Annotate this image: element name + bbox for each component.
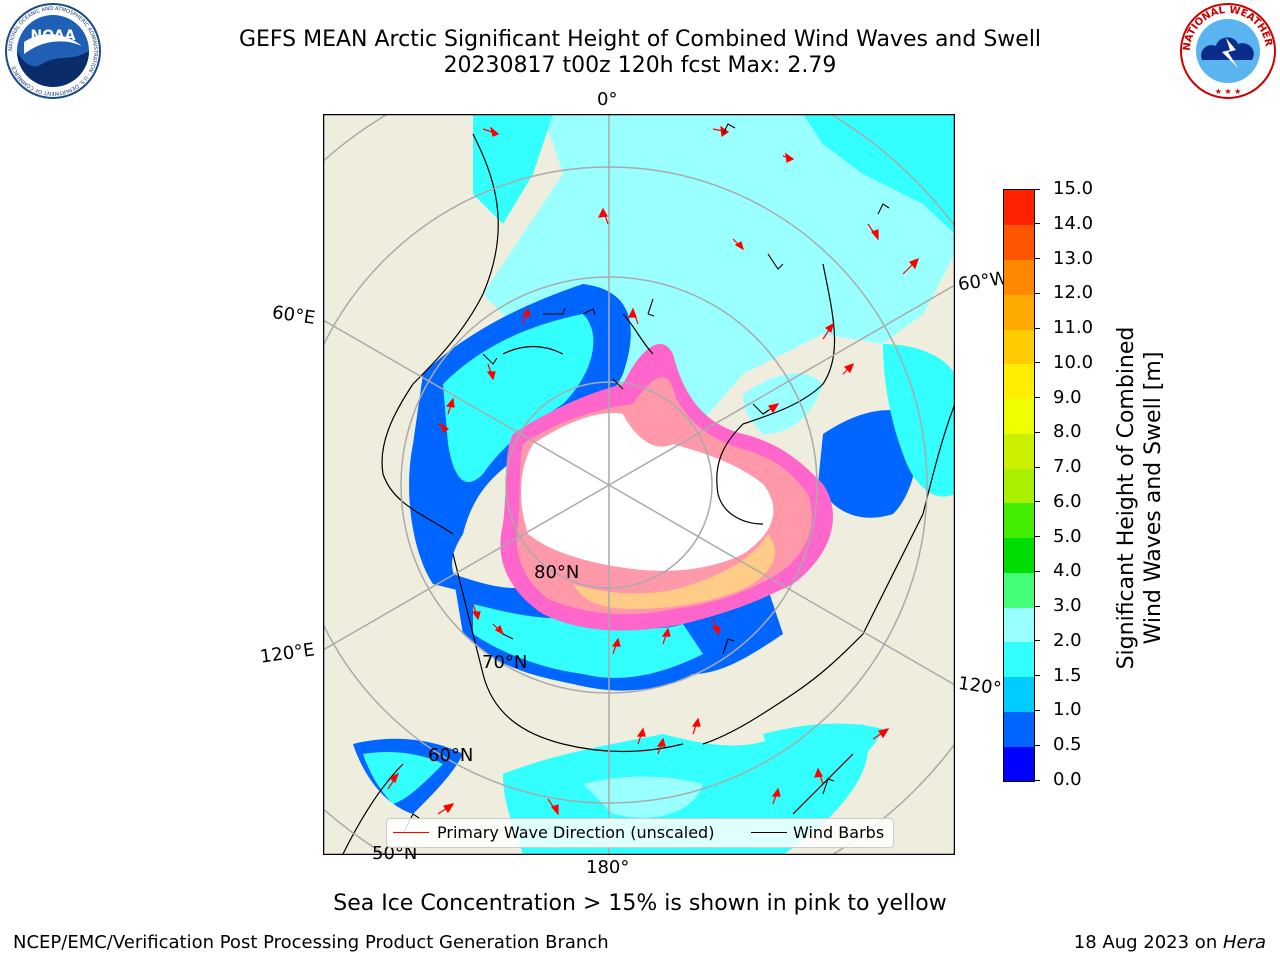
colorbar-tick-label: 9.0 (1053, 386, 1082, 408)
colorbar-tick-label: 1.0 (1053, 699, 1082, 721)
wind-barbs-legend-label: Wind Barbs (793, 823, 885, 842)
wave-direction-legend-label: Primary Wave Direction (unscaled) (437, 823, 715, 842)
colorbar-tick-label: 0.0 (1053, 769, 1082, 790)
colorbar-segment (1004, 711, 1034, 747)
colorbar-tick-label: 8.0 (1053, 421, 1082, 443)
colorbar-tick-mark (1034, 431, 1040, 433)
colorbar-tick-label: 5.0 (1053, 525, 1082, 547)
colorbar-segment (1004, 259, 1034, 295)
colorbar-tick-label: 4.0 (1053, 560, 1082, 582)
colorbar-tick-label: 3.0 (1053, 595, 1082, 617)
colorbar-title-line2: Wind Waves and Swell [m] (1141, 351, 1166, 645)
map-legend: Primary Wave Direction (unscaled) Wind B… (386, 818, 894, 848)
colorbar-tick-mark (1034, 397, 1040, 399)
colorbar-tick-mark (1034, 640, 1040, 642)
colorbar-segment (1004, 190, 1034, 226)
colorbar-tick-label: 13.0 (1053, 247, 1094, 269)
colorbar-tick-mark (1034, 223, 1040, 225)
nws-logo: NATIONAL WEATHER SERVICE ★ ★ ★ (1178, 2, 1276, 99)
colorbar-segment (1004, 676, 1034, 712)
colorbar-tick-label: 0.5 (1053, 734, 1082, 756)
colorbar-title: Significant Height of Combined Wind Wave… (1113, 288, 1167, 708)
colorbar-tick-label: 10.0 (1053, 351, 1094, 373)
colorbar-tick-mark (1034, 362, 1040, 364)
wind-barbs-legend-line (751, 832, 787, 833)
colorbar-segment (1004, 746, 1034, 782)
colorbar-tick-label: 7.0 (1053, 456, 1082, 478)
colorbar-tick-mark (1034, 605, 1040, 607)
colorbar-segment (1004, 329, 1034, 365)
colorbar-tick-mark (1034, 570, 1040, 572)
colorbar-segment (1004, 363, 1034, 400)
colorbar-segment (1004, 468, 1034, 504)
colorbar (1003, 189, 1035, 782)
colorbar-tick-mark (1034, 675, 1040, 677)
colorbar-tick-mark (1034, 744, 1040, 746)
wind-barbs (402, 123, 890, 835)
colorbar-segment (1004, 572, 1034, 608)
lat-label-50: 50°N (372, 843, 418, 864)
colorbar-tick-label: 15.0 (1053, 178, 1094, 199)
colorbar-tick-label: 14.0 (1053, 212, 1094, 234)
lon-label-left-lower: 120°E (258, 639, 316, 668)
footer-machine: Hera (1222, 932, 1266, 953)
colorbar-segment (1004, 433, 1034, 469)
colorbar-segment (1004, 294, 1034, 330)
colorbar-tick-mark (1034, 501, 1040, 503)
svg-text:★ ★ ★: ★ ★ ★ (1215, 87, 1242, 96)
colorbar-tick-mark (1034, 779, 1040, 781)
colorbar-tick-mark (1034, 327, 1040, 329)
colorbar-tick-mark (1034, 466, 1040, 468)
colorbar-tick-mark (1034, 536, 1040, 538)
polar-map (323, 114, 955, 855)
footer-organization: NCEP/EMC/Verification Post Processing Pr… (13, 932, 609, 953)
lon-label-bottom: 180° (586, 857, 630, 878)
colorbar-segment (1004, 641, 1034, 678)
coastlines (342, 133, 955, 855)
central-white-area (521, 413, 774, 571)
lon-label-top: 0° (597, 89, 618, 110)
colorbar-segment (1004, 502, 1034, 539)
colorbar-segment (1004, 607, 1034, 643)
sea-ice-caption: Sea Ice Concentration > 15% is shown in … (333, 891, 947, 916)
page-title: GEFS MEAN Arctic Significant Height of C… (238, 27, 1042, 52)
page-subtitle: 20230817 t00z 120h fcst Max: 2.79 (443, 53, 837, 78)
wave-direction-legend-line (393, 832, 429, 833)
colorbar-tick-label: 1.5 (1053, 664, 1082, 686)
colorbar-tick-mark (1034, 292, 1040, 294)
footer-date: 18 Aug 2023 on Hera (1074, 932, 1266, 953)
lat-label-60: 60°N (428, 745, 474, 766)
wave-direction-arrows (387, 125, 919, 816)
lat-label-70: 70°N (482, 652, 528, 673)
colorbar-tick-mark (1034, 258, 1040, 260)
colorbar-segment (1004, 398, 1034, 434)
lon-label-left-upper: 60°E (270, 302, 317, 329)
colorbar-tick-label: 11.0 (1053, 317, 1094, 339)
svg-text:NOAA: NOAA (31, 28, 76, 44)
footer-date-text: 18 Aug 2023 on (1073, 932, 1223, 953)
graticule (323, 114, 955, 855)
colorbar-tick-mark (1034, 188, 1040, 190)
colorbar-segment (1004, 224, 1034, 260)
colorbar-tick-mark (1034, 709, 1040, 711)
lat-label-80: 80°N (534, 562, 580, 583)
colorbar-tick-label: 2.0 (1053, 629, 1082, 651)
colorbar-title-line1: Significant Height of Combined (1114, 326, 1139, 670)
colorbar-tick-label: 12.0 (1053, 282, 1094, 304)
lon-label-right-upper: 60°W (956, 267, 1009, 296)
colorbar-tick-label: 6.0 (1053, 490, 1082, 512)
noaa-logo: NOAA NATIONAL OCEANIC AND ATMOSPHERIC AD… (5, 3, 101, 99)
colorbar-segment (1004, 537, 1034, 573)
